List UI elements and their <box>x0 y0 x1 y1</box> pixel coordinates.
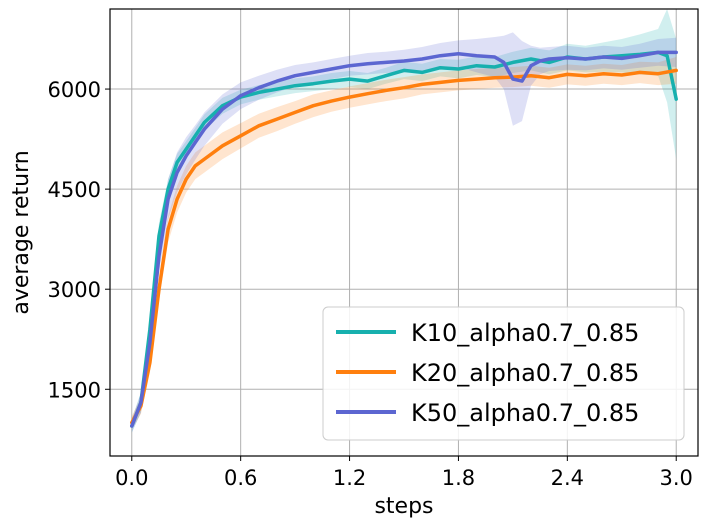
legend-label-2: K20_alpha0.7_0.85 <box>411 359 639 387</box>
line-series-3 <box>130 50 678 428</box>
legend-label-3: K50_alpha0.7_0.85 <box>411 399 639 427</box>
y-tick-label: 3000 <box>48 278 101 302</box>
band-series-1 <box>131 9 677 433</box>
y-tick-label: 1500 <box>48 378 101 402</box>
x-tick-label: 3.0 <box>660 466 693 490</box>
x-axis-label: steps <box>374 494 433 519</box>
legend-label-1: K10_alpha0.7_0.85 <box>411 319 639 347</box>
line-series-2 <box>130 68 678 425</box>
axis-ticks: 0.0 0.6 1.2 1.8 2.4 3.0 1500 3000 4500 6000 <box>48 78 693 490</box>
confidence-bands <box>131 9 677 433</box>
y-tick-label: 6000 <box>48 78 101 102</box>
plot-area-frame <box>109 8 699 457</box>
y-tick-label: 4500 <box>48 178 101 202</box>
x-tick-label: 0.0 <box>115 466 148 490</box>
x-tick-label: 1.2 <box>333 466 366 490</box>
legend-box <box>322 306 685 441</box>
x-tick-label: 1.8 <box>442 466 475 490</box>
x-tick-label: 2.4 <box>551 466 584 490</box>
y-axis-label: average return <box>9 150 34 314</box>
legend: K10_alpha0.7_0.85 K20_alpha0.7_0.85 K50_al… <box>322 306 685 441</box>
x-tick-label: 0.6 <box>224 466 257 490</box>
series-lines <box>130 50 678 428</box>
